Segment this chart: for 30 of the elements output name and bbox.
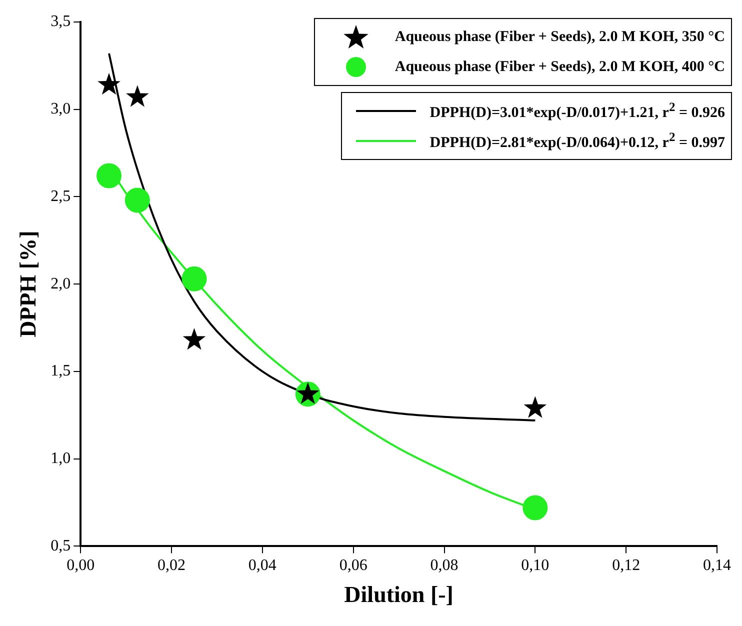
x-tick-label: 0,12 bbox=[612, 557, 640, 574]
x-axis-title: Dilution [-] bbox=[344, 582, 454, 608]
x-tick-label: 0,08 bbox=[430, 557, 458, 574]
point bbox=[522, 495, 548, 520]
legend-frame: DPPH(D)=3.01*exp(-D/0.017)+1.21, r$^{2}$ = 0.926 DPPH(D)=2.81*exp(-D/0.064)+0.12, r$^{2}$ = 0.997 bbox=[340, 92, 732, 160]
y-tick-label: 3,5 bbox=[50, 13, 71, 30]
legend-label: Aqueous phase (Fiber + Seeds), 2.0 M KOH, 350 °C bbox=[394, 28, 725, 46]
point bbox=[524, 396, 547, 418]
legend-label: DPPH(D)=3.01*exp(-D/0.017)+1.21, r$^{2}$ = 0.926 bbox=[430, 100, 725, 122]
y-tick-label: 0,5 bbox=[50, 537, 71, 554]
point bbox=[96, 163, 122, 188]
y-tick-label: 1,5 bbox=[50, 362, 71, 380]
x-tick-label: 0,02 bbox=[158, 557, 186, 574]
point bbox=[182, 328, 206, 350]
y-tick-label: 2,0 bbox=[50, 275, 71, 292]
point bbox=[182, 266, 207, 292]
x-tick-label: 0,10 bbox=[521, 557, 550, 574]
y-axis-title: DPPH [%] bbox=[16, 230, 41, 338]
point bbox=[124, 188, 150, 213]
y-tick-label: 2,5 bbox=[50, 188, 71, 205]
x-tick-label: 0,06 bbox=[339, 557, 368, 574]
x-tick-label: 0,04 bbox=[248, 557, 276, 574]
y-tick-label: 1,0 bbox=[50, 450, 71, 468]
x-tick-label: 0,00 bbox=[66, 557, 95, 574]
point bbox=[126, 85, 149, 107]
legend-label: Aqueous phase (Fiber + Seeds), 2.0 M KOH, 400 °C bbox=[394, 58, 725, 76]
y-tick-label: 3,0 bbox=[50, 100, 71, 118]
x-tick-label: 0,14 bbox=[703, 557, 731, 574]
legend-label: DPPH(D)=2.81*exp(-D/0.064)+0.12, r$^{2}$ = 0.997 bbox=[430, 130, 725, 152]
point bbox=[98, 72, 120, 95]
